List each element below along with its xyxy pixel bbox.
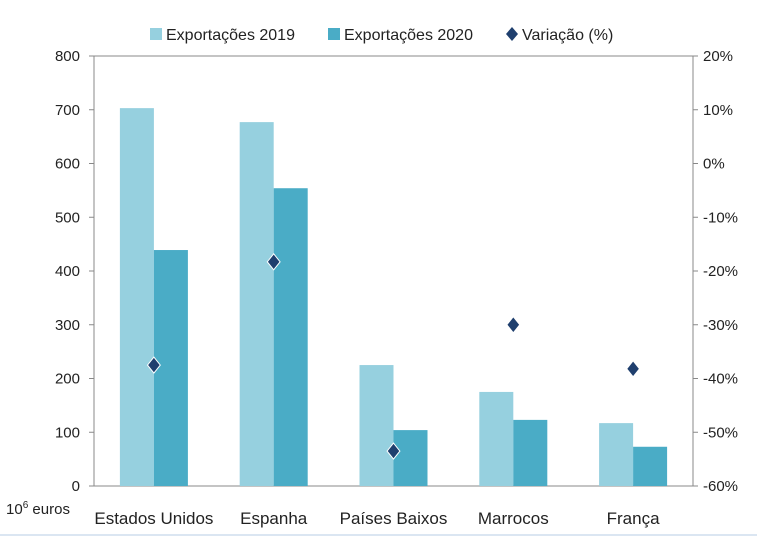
x-tick-label: França bbox=[607, 509, 660, 528]
variation-point bbox=[146, 356, 161, 374]
bar-2019 bbox=[479, 391, 514, 486]
y2-tick-label: -30% bbox=[703, 317, 738, 334]
legend-label: Variação (%) bbox=[522, 27, 613, 44]
y-tick-label: 300 bbox=[55, 317, 80, 334]
variation-point bbox=[506, 315, 521, 334]
legend-marker bbox=[506, 27, 518, 41]
variation-point bbox=[386, 442, 401, 460]
bar-2020 bbox=[513, 419, 548, 486]
y2-tick-label: -20% bbox=[703, 263, 738, 280]
y2-tick-label: -60% bbox=[703, 478, 738, 495]
y2-tick-label: -10% bbox=[703, 209, 738, 226]
y-tick-label: 100 bbox=[55, 424, 80, 441]
legend-label: Exportações 2020 bbox=[344, 27, 473, 44]
legend-swatch bbox=[150, 28, 162, 40]
y2-tick-label: -40% bbox=[703, 371, 738, 388]
bar-2020 bbox=[633, 446, 668, 486]
y2-tick-label: -50% bbox=[703, 424, 738, 441]
y-tick-label: 0 bbox=[72, 478, 80, 495]
x-tick-label: Estados Unidos bbox=[94, 509, 213, 528]
bar-2019 bbox=[599, 423, 634, 486]
bar-2019 bbox=[359, 365, 394, 486]
bar-2020 bbox=[393, 430, 428, 486]
bar-2020 bbox=[273, 188, 308, 486]
y-axis-label: 106 euros bbox=[6, 500, 70, 518]
y2-tick-label: 0% bbox=[703, 156, 725, 173]
x-tick-label: Países Baixos bbox=[340, 509, 448, 528]
y-tick-label: 700 bbox=[55, 102, 80, 119]
variation-point bbox=[626, 360, 641, 378]
variation-point bbox=[266, 253, 281, 271]
x-tick-label: Marrocos bbox=[478, 509, 549, 528]
legend-label: Exportações 2019 bbox=[166, 27, 295, 44]
y2-tick-label: 20% bbox=[703, 48, 733, 65]
legend-swatch bbox=[328, 28, 340, 40]
x-tick-label: Espanha bbox=[240, 509, 308, 528]
y-tick-label: 800 bbox=[55, 48, 80, 65]
bar-2020 bbox=[153, 250, 188, 486]
y-tick-label: 600 bbox=[55, 156, 80, 173]
y-tick-label: 500 bbox=[55, 209, 80, 226]
y-tick-label: 400 bbox=[55, 263, 80, 280]
y-tick-label: 200 bbox=[55, 371, 80, 388]
bar-2019 bbox=[239, 122, 274, 487]
bar-2019 bbox=[119, 108, 154, 486]
y2-tick-label: 10% bbox=[703, 102, 733, 119]
